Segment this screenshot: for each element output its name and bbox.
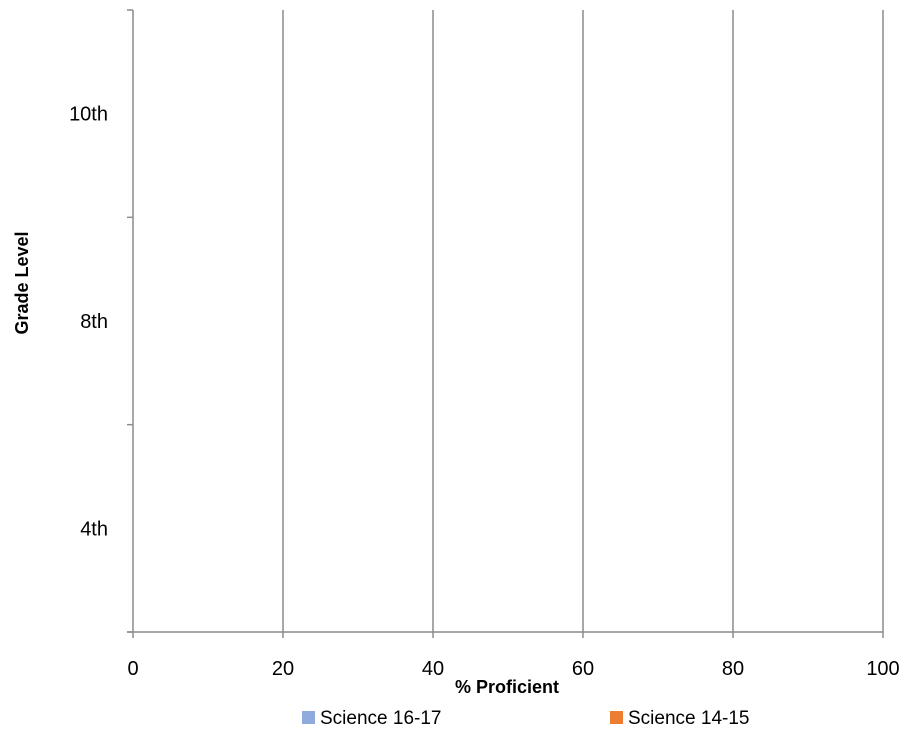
y-tick-label-8th: 8th — [80, 311, 108, 333]
axes — [127, 9, 884, 638]
x-tick-label-60: 60 — [572, 658, 594, 680]
y-tick-label-4th: 4th — [80, 518, 108, 540]
legend: Science 16-17 Science 14-15 — [302, 708, 749, 729]
y-tick-labels: 4th 8th 10th — [69, 104, 108, 541]
gridlines — [282, 10, 884, 632]
x-tick-label-40: 40 — [422, 658, 444, 680]
legend-label-science-16-17: Science 16-17 — [320, 708, 441, 729]
x-tick-label-80: 80 — [722, 658, 744, 680]
y-tick-label-10th: 10th — [69, 104, 108, 126]
x-tick-label-0: 0 — [127, 658, 138, 680]
legend-swatch-science-14-15 — [610, 711, 623, 724]
x-tick-label-20: 20 — [272, 658, 294, 680]
y-axis-title: Grade Level — [12, 231, 32, 334]
x-axis-title: % Proficient — [455, 677, 559, 697]
legend-swatch-science-16-17 — [302, 711, 315, 724]
x-tick-label-100: 100 — [866, 658, 899, 680]
x-tick-labels: 0 20 40 60 80 100 — [127, 658, 899, 680]
legend-label-science-14-15: Science 14-15 — [628, 708, 749, 729]
